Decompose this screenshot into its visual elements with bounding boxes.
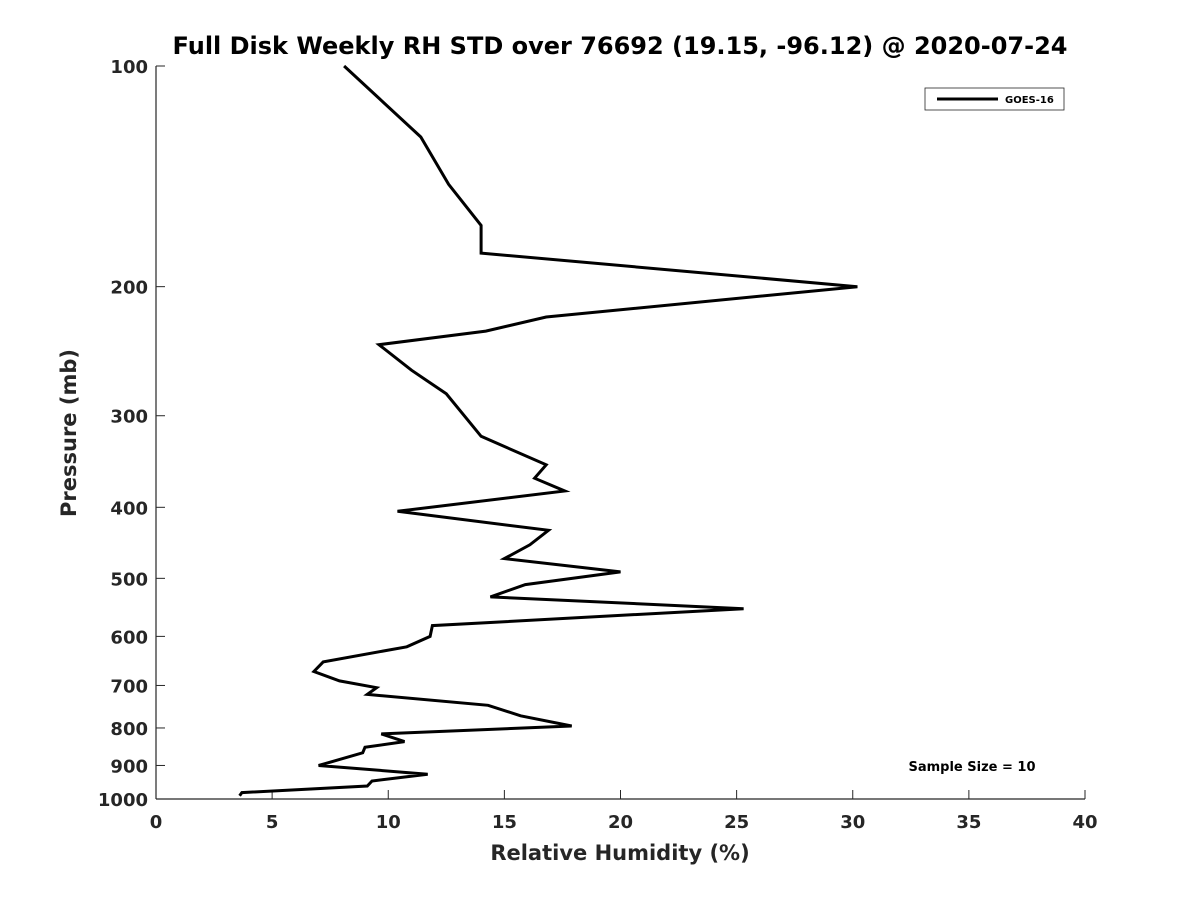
- x-tick-label: 15: [492, 812, 517, 833]
- y-axis-label: Pressure (mb): [57, 349, 81, 517]
- x-axis-ticks: 0 5 10 15 20 25 30 35 40: [150, 790, 1098, 833]
- y-tick-label: 400: [110, 498, 148, 519]
- y-axis-ticks: 100 200 300 400 500 600 700 800 900 1000: [98, 57, 165, 811]
- x-tick-label: 20: [608, 812, 633, 833]
- sample-size-annotation: Sample Size = 10: [908, 760, 1035, 775]
- x-axis-label: Relative Humidity (%): [490, 841, 749, 865]
- y-tick-label: 700: [110, 676, 148, 697]
- legend: GOES-16: [924, 87, 1065, 111]
- y-tick-label: 800: [110, 719, 148, 740]
- y-tick-label: 600: [110, 627, 148, 648]
- chart-title: Full Disk Weekly RH STD over 76692 (19.1…: [173, 32, 1068, 60]
- x-tick-label: 5: [266, 812, 279, 833]
- plot-area: [156, 66, 1085, 799]
- y-tick-label: 100: [110, 57, 148, 78]
- y-tick-label: 200: [110, 278, 148, 299]
- x-tick-label: 0: [150, 812, 163, 833]
- y-tick-label: 300: [110, 407, 148, 428]
- legend-entry-goes-16: GOES-16: [1005, 95, 1054, 106]
- x-tick-label: 30: [840, 812, 865, 833]
- x-tick-label: 10: [376, 812, 401, 833]
- series-line-goes-16: [238, 64, 858, 797]
- x-tick-label: 35: [956, 812, 981, 833]
- y-tick-label: 500: [110, 569, 148, 590]
- y-tick-label: 1000: [98, 790, 148, 811]
- x-tick-label: 40: [1072, 812, 1097, 833]
- x-tick-label: 25: [724, 812, 749, 833]
- y-tick-label: 900: [110, 756, 148, 777]
